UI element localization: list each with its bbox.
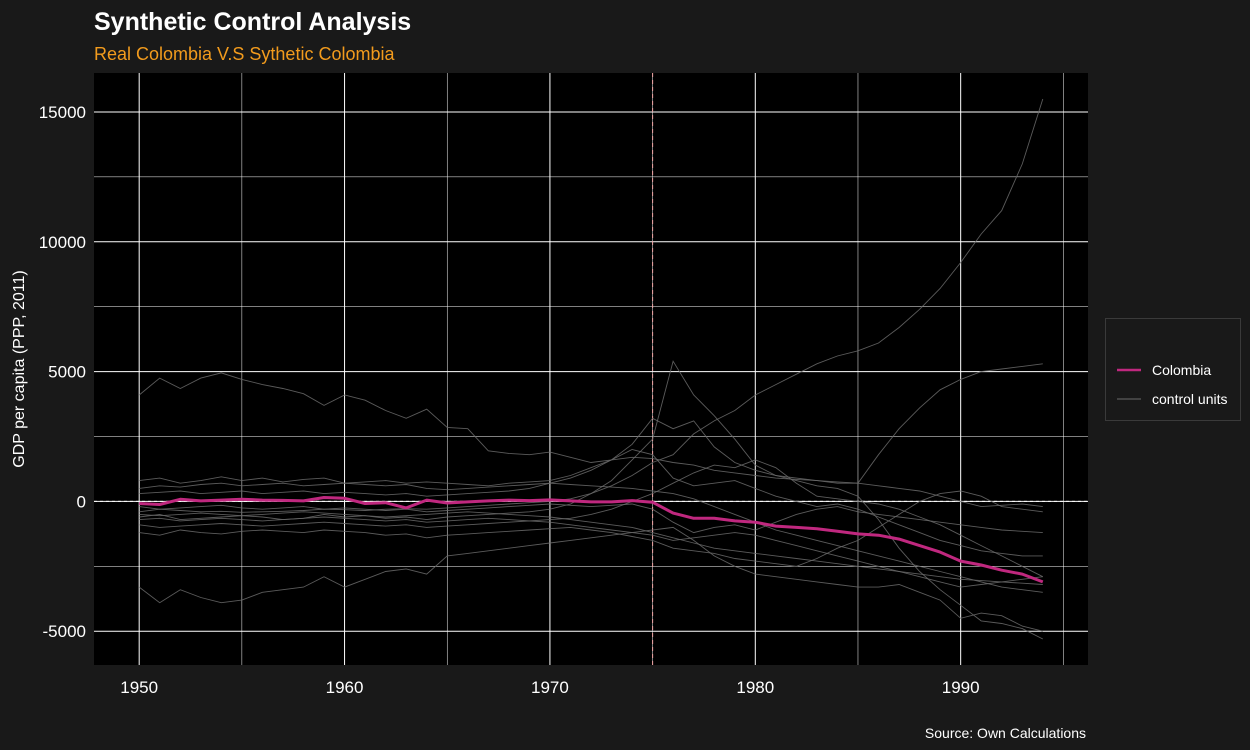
chart-title: Synthetic Control Analysis (94, 8, 411, 36)
chart-subtitle: Real Colombia V.S Sythetic Colombia (94, 44, 395, 64)
reference-lines (94, 73, 1088, 665)
control-unit-line (139, 503, 1043, 534)
legend: Colombia control units (1105, 318, 1241, 421)
control-unit-line (138, 372, 1043, 508)
y-tick-label: 5000 (48, 363, 86, 382)
control-unit-line (139, 459, 1044, 578)
colombia-line-group (139, 496, 1044, 584)
y-tick-label: 15000 (39, 103, 86, 122)
y-axis-label: GDP per capita (PPP, 2011) (11, 270, 28, 467)
x-tick-label: 1960 (326, 678, 364, 697)
y-tick-label: 10000 (39, 233, 86, 252)
control-unit-line (139, 516, 1043, 588)
control-unit-line (139, 449, 1043, 557)
y-tick-label: 0 (77, 492, 86, 511)
control-unit-line (139, 482, 1043, 593)
x-tick-label: 1950 (120, 678, 158, 697)
legend-label-colombia: Colombia (1152, 362, 1211, 378)
control-unit-line (139, 490, 1043, 567)
x-tick-label: 1970 (531, 678, 569, 697)
x-tick-label: 1990 (942, 678, 980, 697)
y-axis-ticks: -5000 0 5000 10000 15000 (39, 103, 86, 641)
control-unit-line (138, 526, 1043, 632)
x-axis-ticks: 1950 1960 1970 1980 1990 (120, 678, 979, 697)
legend-label-control-units: control units (1152, 391, 1227, 407)
colombia-line (139, 496, 1044, 584)
control-unit-line (139, 98, 1044, 513)
control-unit-line (139, 363, 1043, 487)
y-tick-label: -5000 (43, 622, 86, 641)
control-unit-line (139, 511, 1043, 585)
x-tick-label: 1980 (736, 678, 774, 697)
chart-caption: Source: Own Calculations (925, 725, 1086, 741)
